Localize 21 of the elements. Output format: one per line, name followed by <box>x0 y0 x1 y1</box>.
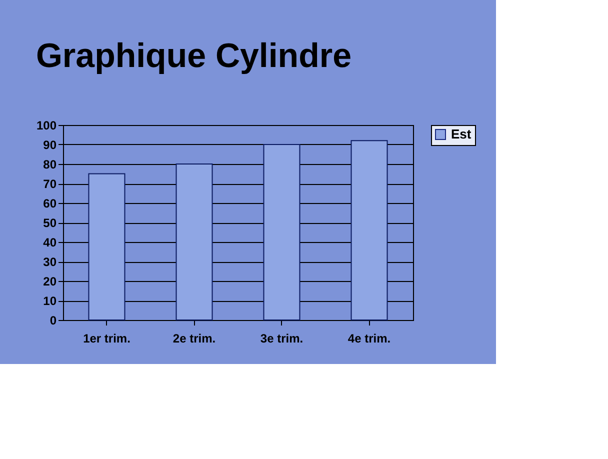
y-tick-label: 90 <box>43 138 57 152</box>
bar <box>263 144 300 320</box>
legend-label: Est <box>451 126 472 142</box>
x-tick-label: 1er trim. <box>83 332 130 346</box>
chart-title: Graphique Cylindre <box>36 37 352 75</box>
y-tick-label: 70 <box>43 177 57 191</box>
x-tick-label: 3e trim. <box>260 332 304 346</box>
y-tick-label: 0 <box>50 314 57 328</box>
y-tick-label: 10 <box>43 294 57 308</box>
y-tick-label: 80 <box>43 158 57 172</box>
y-tick-label: 20 <box>43 274 57 288</box>
y-tick-label: 50 <box>43 216 57 230</box>
bar <box>176 164 213 320</box>
y-tick-label: 100 <box>36 118 57 132</box>
x-tick-label: 4e trim. <box>348 332 391 346</box>
y-tick-label: 30 <box>43 255 57 269</box>
bar <box>88 173 126 320</box>
y-tick-label: 60 <box>43 196 57 210</box>
bar <box>350 140 388 320</box>
y-tick-label: 40 <box>43 236 57 250</box>
x-tick-label: 2e trim. <box>172 332 216 346</box>
